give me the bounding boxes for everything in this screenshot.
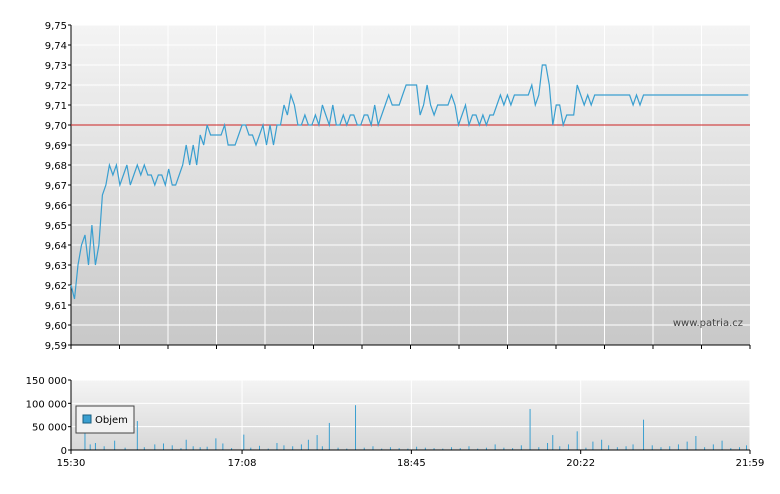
volume-y-tick-label: 0 [61, 446, 67, 457]
price-y-tick-label: 9,72 [45, 81, 67, 92]
price-y-tick-label: 9,73 [45, 61, 67, 72]
volume-y-tick-label: 100 000 [26, 399, 67, 410]
price-gridlines [71, 24, 750, 346]
price-y-tick-label: 9,68 [45, 161, 67, 172]
volume-x-tick-label: 20:22 [566, 458, 595, 469]
price-y-tick-label: 9,61 [45, 301, 67, 312]
volume-legend: Objem [75, 405, 135, 434]
price-y-tick-label: 9,59 [45, 341, 67, 352]
price-x-tick-marks [70, 345, 751, 349]
legend-swatch [82, 414, 92, 424]
legend-label: Objem [95, 415, 128, 426]
volume-x-tick-label: 18:45 [397, 458, 426, 469]
price-y-axis: 9,75 9,74 9,73 9,72 9,71 9,70 9,69 9,68 9,67 9,66… [45, 21, 72, 352]
price-y-tick-label: 9,62 [45, 281, 67, 292]
price-y-tick-label: 9,67 [45, 181, 67, 192]
price-y-tick-label: 9,63 [45, 261, 67, 272]
price-y-tick-label: 9,64 [45, 241, 67, 252]
price-y-tick-label: 9,71 [45, 101, 67, 112]
price-y-tick-label: 9,60 [45, 321, 67, 332]
watermark: www.patria.cz [673, 318, 743, 329]
volume-panel-background [71, 380, 750, 450]
price-series-line [70, 64, 749, 300]
price-y-tick-label: 9,74 [45, 41, 67, 52]
price-y-tick-label: 9,66 [45, 201, 67, 212]
volume-x-tick-label: 21:59 [736, 458, 765, 469]
price-y-tick-label: 9,70 [45, 121, 67, 132]
price-y-tick-label: 9,65 [45, 221, 67, 232]
price-y-tick-label: 9,75 [45, 21, 67, 32]
volume-y-axis: 150 000 100 000 50 000 0 [26, 376, 72, 457]
volume-x-axis-labels: 15:30 17:08 18:45 20:22 21:59 [57, 450, 765, 469]
volume-y-tick-label: 50 000 [32, 423, 67, 434]
volume-x-tick-label: 15:30 [57, 458, 86, 469]
volume-x-tick-label: 17:08 [228, 458, 257, 469]
price-y-tick-label: 9,69 [45, 141, 67, 152]
volume-y-tick-label: 150 000 [26, 376, 67, 387]
